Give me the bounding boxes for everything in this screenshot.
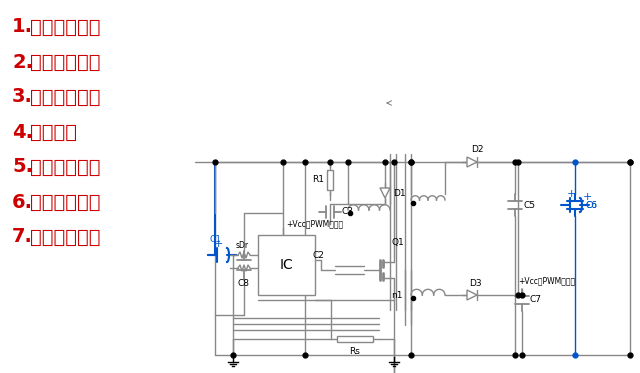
Text: 辅助绕组回路: 辅助绕组回路 xyxy=(30,157,100,176)
Polygon shape xyxy=(380,188,390,198)
Text: +Vcc（PWM芯片）: +Vcc（PWM芯片） xyxy=(286,219,343,229)
Text: R1: R1 xyxy=(312,175,324,184)
Text: 原边控制回路: 原边控制回路 xyxy=(30,192,100,211)
Text: 6.: 6. xyxy=(12,192,33,211)
Text: 1.: 1. xyxy=(12,18,33,37)
Text: +: + xyxy=(213,239,223,249)
Text: Q1: Q1 xyxy=(392,238,404,247)
Text: 驱动回路: 驱动回路 xyxy=(30,122,77,141)
Text: Rs: Rs xyxy=(349,347,360,355)
Text: 3.: 3. xyxy=(12,88,33,107)
Text: C3: C3 xyxy=(342,207,354,216)
Text: IC: IC xyxy=(280,258,293,272)
Text: C2: C2 xyxy=(312,251,324,260)
Text: 钓位吸收回路: 钓位吸收回路 xyxy=(30,88,100,107)
Text: 原边功率回路: 原边功率回路 xyxy=(30,18,100,37)
Text: D1: D1 xyxy=(393,188,405,197)
Bar xyxy=(327,169,333,189)
Text: D2: D2 xyxy=(471,145,483,154)
Text: C8: C8 xyxy=(238,279,250,288)
Text: sDr: sDr xyxy=(236,241,248,250)
Bar xyxy=(337,336,373,342)
Polygon shape xyxy=(467,157,477,167)
Text: C6: C6 xyxy=(585,201,597,210)
Text: 5.: 5. xyxy=(12,157,33,176)
Text: +: + xyxy=(566,189,576,199)
Text: +: + xyxy=(582,192,592,202)
Text: 7.: 7. xyxy=(12,228,33,247)
Text: C6: C6 xyxy=(585,201,597,210)
Text: 副边功率回路: 副边功率回路 xyxy=(30,53,100,72)
Text: C5: C5 xyxy=(523,201,535,210)
Text: +Vcc（PWM芯片）: +Vcc（PWM芯片） xyxy=(518,276,575,285)
Bar xyxy=(258,235,315,295)
Text: C1: C1 xyxy=(210,235,222,244)
Text: n1: n1 xyxy=(392,291,403,300)
Text: D3: D3 xyxy=(468,279,481,288)
Polygon shape xyxy=(467,290,477,300)
Text: 2.: 2. xyxy=(12,53,33,72)
Text: 4.: 4. xyxy=(12,122,33,141)
Text: 副边控制回路: 副边控制回路 xyxy=(30,228,100,247)
Text: C7: C7 xyxy=(530,295,542,304)
